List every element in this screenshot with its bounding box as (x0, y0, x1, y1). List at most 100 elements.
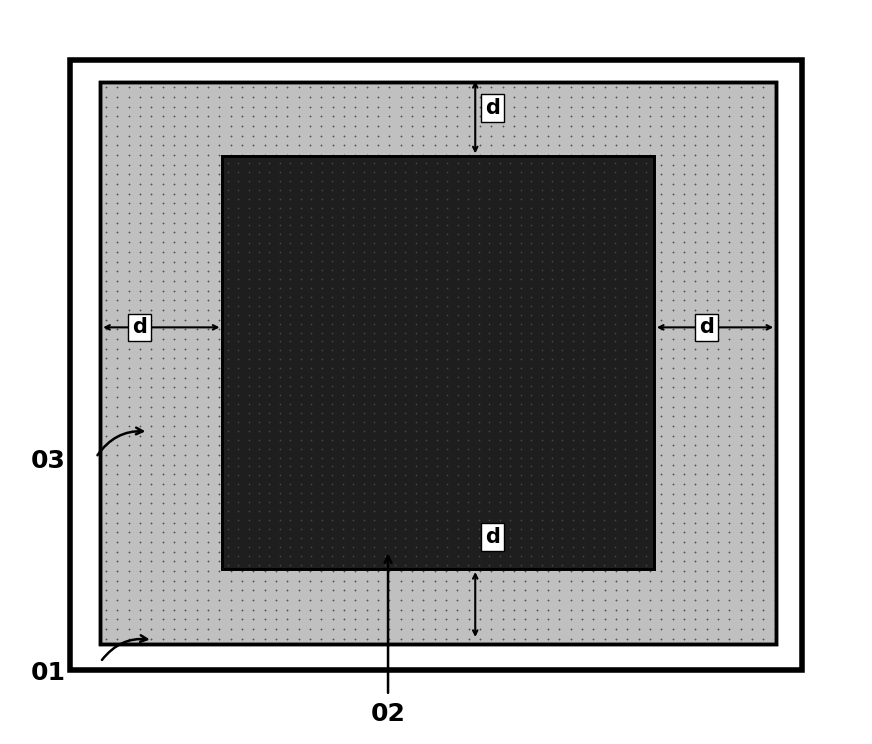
Point (566, 371, 580, 383)
Point (357, 344, 371, 356)
Point (419, 371, 433, 383)
Point (485, 381, 499, 393)
Point (473, 110, 487, 122)
Point (409, 550, 423, 562)
Point (503, 496, 517, 508)
Point (639, 157, 653, 169)
Point (213, 275, 227, 286)
Point (529, 410, 544, 422)
Point (689, 516, 703, 528)
Point (348, 265, 362, 277)
Point (371, 594, 385, 606)
Point (280, 449, 294, 461)
Point (262, 193, 276, 205)
Point (576, 178, 589, 190)
Point (643, 526, 657, 538)
Point (419, 434, 433, 446)
Point (535, 184, 548, 196)
Point (221, 237, 235, 249)
Point (280, 313, 294, 325)
Point (586, 265, 600, 277)
Point (189, 536, 203, 548)
Point (189, 294, 203, 306)
Point (99, 391, 113, 403)
Point (608, 184, 622, 196)
Point (493, 532, 507, 544)
Point (99, 246, 113, 257)
Point (529, 449, 544, 461)
Point (461, 282, 475, 294)
Point (110, 91, 125, 103)
Point (629, 532, 643, 544)
Point (167, 265, 181, 277)
Point (514, 496, 528, 508)
Point (524, 327, 538, 339)
Point (133, 275, 146, 286)
Point (427, 429, 441, 441)
Point (235, 91, 249, 103)
Point (416, 91, 430, 103)
Point (367, 452, 381, 464)
Point (689, 507, 703, 519)
Point (242, 461, 255, 472)
Point (99, 265, 113, 277)
Point (541, 265, 555, 277)
Point (608, 282, 622, 294)
Point (283, 291, 297, 303)
Point (246, 91, 260, 103)
Point (597, 304, 611, 315)
Point (507, 420, 521, 432)
Point (393, 468, 407, 480)
Point (473, 526, 487, 538)
Point (371, 226, 385, 238)
Point (382, 323, 396, 335)
Point (629, 291, 643, 303)
Point (485, 420, 499, 432)
Point (689, 478, 703, 490)
Point (563, 226, 577, 238)
Point (597, 318, 611, 330)
Point (167, 294, 181, 306)
Point (711, 255, 725, 267)
Point (462, 545, 476, 557)
Point (213, 313, 227, 325)
Point (609, 410, 623, 422)
Point (430, 300, 444, 312)
Point (409, 398, 423, 410)
Point (325, 273, 339, 285)
Point (439, 603, 453, 615)
Point (629, 157, 643, 169)
Point (597, 219, 611, 231)
Point (566, 193, 580, 205)
Point (495, 400, 509, 412)
Point (654, 594, 668, 606)
Point (223, 381, 237, 393)
Point (545, 505, 559, 517)
Point (231, 273, 245, 285)
Point (756, 81, 771, 93)
Point (371, 158, 385, 170)
Point (555, 532, 569, 544)
Point (563, 623, 577, 635)
Point (643, 100, 657, 112)
Point (325, 362, 339, 373)
Point (419, 452, 433, 464)
Point (507, 197, 521, 209)
Point (325, 294, 339, 306)
Point (178, 149, 192, 161)
Point (439, 371, 453, 383)
Point (304, 211, 318, 222)
Point (167, 81, 181, 93)
Point (451, 282, 465, 294)
Point (110, 468, 125, 480)
Point (427, 623, 441, 635)
Point (535, 175, 548, 187)
Point (291, 468, 305, 480)
Point (167, 284, 181, 296)
Point (416, 313, 430, 325)
Point (553, 197, 567, 209)
Point (462, 603, 476, 615)
Point (348, 613, 362, 625)
Point (393, 458, 407, 470)
Point (393, 632, 407, 644)
